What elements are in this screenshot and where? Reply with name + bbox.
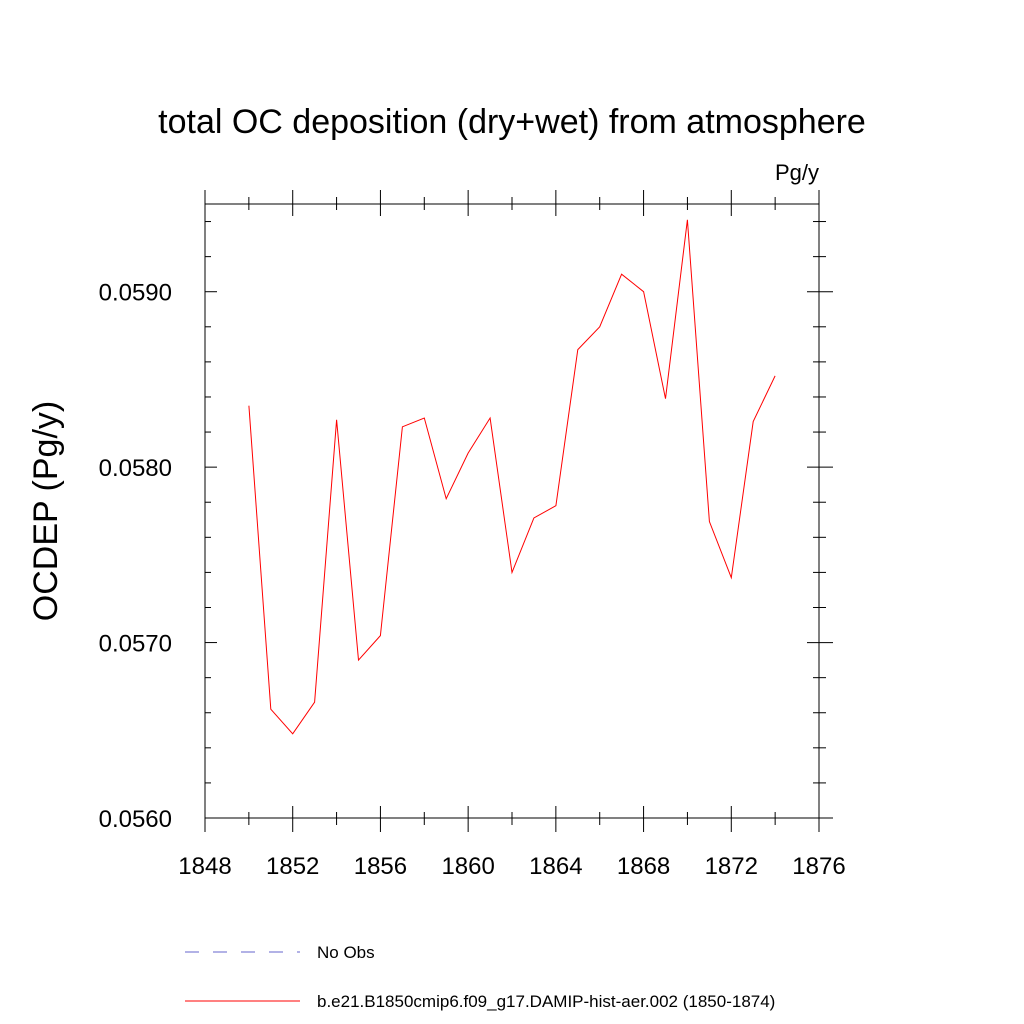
x-tick-label: 1848 <box>178 853 231 880</box>
plot-frame <box>204 203 820 819</box>
y-tick-label: 0.0590 <box>99 280 172 307</box>
axis-ticks <box>204 190 833 832</box>
legend-label-no-obs: No Obs <box>317 943 375 962</box>
y-tick-label: 0.0560 <box>99 806 172 833</box>
x-tick-label: 1868 <box>617 853 670 880</box>
y-axis-label: OCDEP (Pg/y) <box>27 401 65 621</box>
y-tick-label: 0.0570 <box>99 631 172 658</box>
x-tick-label: 1856 <box>354 853 407 880</box>
legend-label-model: b.e21.B1850cmip6.f09_g17.DAMIP-hist-aer.… <box>317 992 775 1011</box>
y-tick-label: 0.0580 <box>99 455 172 482</box>
x-tick-label: 1876 <box>792 853 845 880</box>
y-tick-labels: 0.0560 0.0570 0.0580 0.0590 <box>99 280 172 833</box>
series-line <box>248 219 776 735</box>
x-tick-labels: 1848 1852 1856 1860 1864 1868 1872 1876 <box>178 853 845 880</box>
units-label: Pg/y <box>775 160 819 185</box>
x-tick-label: 1852 <box>266 853 319 880</box>
chart-title: total OC deposition (dry+wet) from atmos… <box>158 103 866 141</box>
x-tick-label: 1860 <box>441 853 494 880</box>
series-layer <box>248 219 776 735</box>
x-tick-label: 1864 <box>529 853 582 880</box>
x-tick-label: 1872 <box>705 853 758 880</box>
